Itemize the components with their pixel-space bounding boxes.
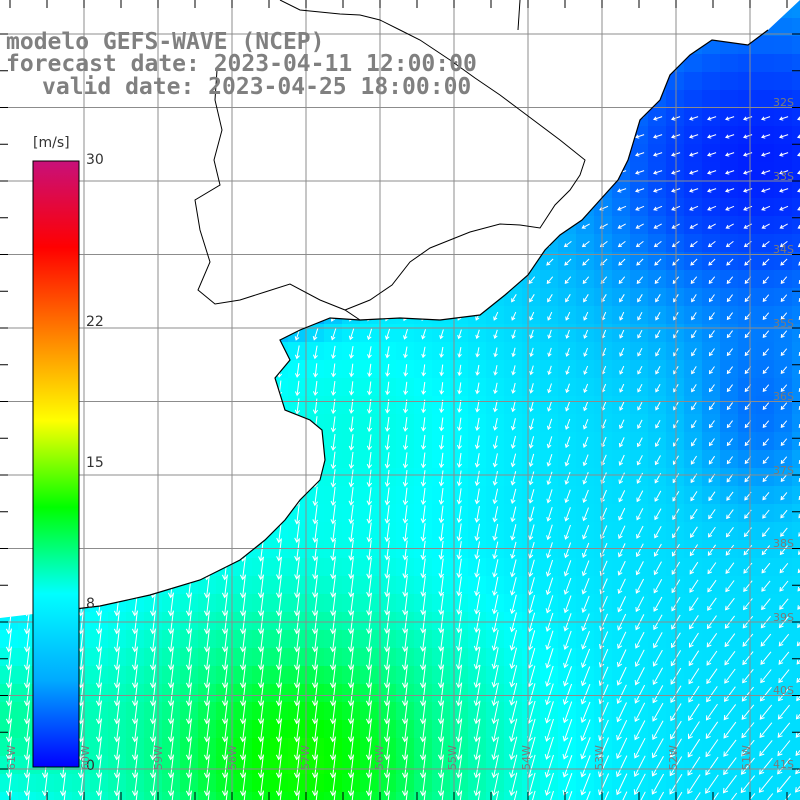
longitude-label: 60W xyxy=(78,745,92,770)
longitude-label: 61W xyxy=(5,745,18,770)
longitude-label: 52W xyxy=(666,745,680,770)
longitude-label: 54W xyxy=(519,745,533,770)
latitude-label: 33S xyxy=(773,169,794,183)
latitude-label: 37S xyxy=(773,463,794,477)
colorbar-tick-label: 30 xyxy=(86,152,104,168)
latitude-label: 38S xyxy=(773,537,794,550)
latitude-label: 34S xyxy=(773,243,794,256)
longitude-label: 58W xyxy=(225,745,239,770)
latitude-label: 32S xyxy=(773,96,794,109)
colorbar-tick-label: 8 xyxy=(86,596,95,613)
model-title: modelo GEFS-WAVE (NCEP) xyxy=(6,29,325,55)
latitude-label: 36S xyxy=(773,390,794,403)
longitude-label: 51W xyxy=(740,745,753,770)
longitude-label: 59W xyxy=(152,745,165,770)
latitude-label: 40S xyxy=(773,684,794,697)
forecast-date: forecast date: 2023-04-11 12:00:00 xyxy=(6,51,477,77)
valid-date: valid date: 2023-04-25 18:00:00 xyxy=(42,74,472,100)
colorbar xyxy=(32,160,80,768)
colorbar-tick-label: 22 xyxy=(86,313,104,330)
longitude-label: 56W xyxy=(372,745,386,770)
country-border xyxy=(194,69,361,321)
colorbar-tick-label: 0 xyxy=(86,758,95,774)
colorbar-unit-label: [m/s] xyxy=(33,135,70,151)
latitude-label: 41S xyxy=(773,757,794,771)
longitude-label: 57W xyxy=(299,745,312,770)
country-border-uruguay xyxy=(279,0,586,311)
colorbar-tick-label: 15 xyxy=(86,455,104,471)
border-segment xyxy=(517,0,521,31)
longitude-label: 53W xyxy=(593,745,606,770)
latitude-label: 39S xyxy=(773,610,794,624)
longitude-label: 55W xyxy=(446,745,459,770)
latitude-label: 35S xyxy=(773,316,794,330)
